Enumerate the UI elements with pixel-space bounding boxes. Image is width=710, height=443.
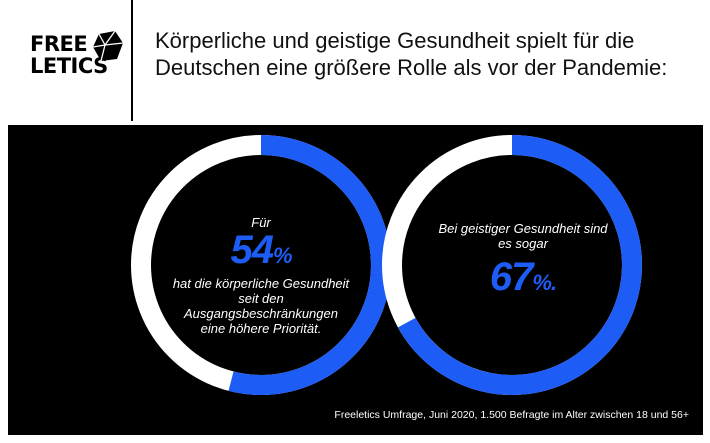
header: FREE LETICS Körperliche und geistige Ges… (0, 0, 710, 125)
infographic-panel: Freeletics Umfrage, Juni 2020, 1.500 Bef… (8, 125, 703, 435)
header-divider (131, 0, 133, 121)
donut2-intro: Bei geistiger Gesundheit sind es sogar (438, 221, 608, 251)
freeletics-logo: FREE LETICS (30, 31, 125, 81)
donut2-value: 67 (489, 255, 533, 299)
freeletics-mark-icon (93, 31, 123, 61)
donut1-value: 54 (230, 228, 273, 272)
donut2-center: Bei geistiger Gesundheit sind es sogar 6… (437, 221, 609, 303)
donut2-value-arc (382, 135, 642, 395)
headline: Körperliche und geistige Gesundheit spie… (155, 28, 668, 80)
donut-charts (131, 135, 642, 395)
donut1-value-label: 54% (172, 230, 350, 276)
donut1-value-arc (131, 135, 391, 395)
logo-line-2: LETICS (30, 54, 108, 78)
donut1-center: Für 54% hat die körperliche Gesundheit s… (172, 215, 350, 336)
donut1-unit: % (272, 243, 293, 268)
logo-line-1: FREE (30, 32, 88, 56)
donut1-intro: Für (251, 215, 271, 230)
donut2-unit: %. (532, 270, 557, 295)
source-footnote: Freeletics Umfrage, Juni 2020, 1.500 Bef… (334, 409, 689, 421)
donut1-text: hat die körperliche Gesundheit seit den … (172, 276, 350, 336)
donut2-value-label: 67%. (437, 257, 609, 303)
